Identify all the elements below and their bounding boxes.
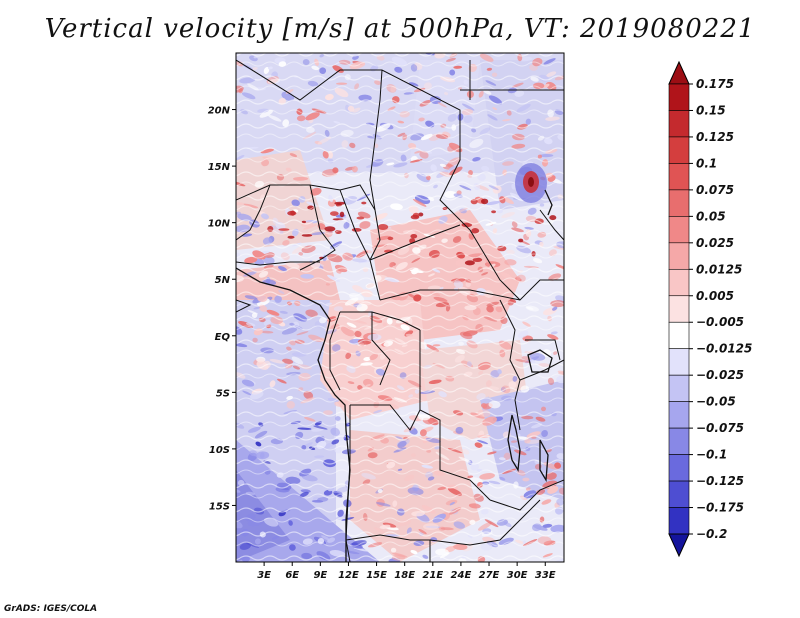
- lon-tick-label: 33E: [535, 570, 556, 581]
- coastlines: [236, 189, 553, 562]
- colorbar-bottom-arrow: [668, 533, 690, 558]
- colorbar-label: 0.075: [696, 183, 734, 197]
- lat-tick-label: 10S: [209, 445, 230, 456]
- colorbar: 0.175 0.15 0.125 0.1 0.075 0.05 0.025 0.0125 0.0…: [668, 60, 752, 558]
- colorbar-label: −0.0125: [696, 342, 752, 356]
- lon-tick-label: 30E: [507, 570, 528, 581]
- lon-tick-label: 9E: [313, 570, 327, 581]
- lat-tick-label: EQ: [215, 332, 231, 343]
- map-title: Vertical velocity [m/s] at 500hPa, VT: 2…: [44, 14, 756, 44]
- lat-tick-label: 15S: [209, 501, 230, 512]
- colorbar-swatch: [668, 242, 690, 270]
- lon-tick-label: 6E: [285, 570, 299, 581]
- colorbar-swatch: [668, 295, 690, 323]
- colorbar-label: −0.075: [696, 421, 744, 435]
- lat-tick-label: 5N: [215, 275, 231, 286]
- colorbar-label: 0.025: [696, 236, 734, 250]
- lon-tick-label: 15E: [366, 570, 387, 581]
- colorbar-swatch: [668, 110, 690, 138]
- colorbar-swatch: [668, 268, 690, 297]
- colorbar-swatch: [668, 427, 690, 455]
- colorbar-swatch: [668, 321, 690, 350]
- texture-overlay: [236, 53, 564, 562]
- colorbar-label: −0.025: [696, 368, 744, 382]
- lon-tick-label: 3E: [257, 570, 271, 581]
- colorbar-swatch: [668, 163, 690, 191]
- colorbar-label: 0.05: [696, 209, 726, 223]
- colorbar-label: −0.1: [696, 448, 727, 462]
- colorbar-label: 0.15: [696, 103, 726, 117]
- lon-tick-label: 24E: [451, 570, 472, 581]
- lon-tick-label: 27E: [479, 570, 500, 581]
- lon-tick-label: 18E: [394, 570, 415, 581]
- colorbar-swatch: [668, 480, 690, 508]
- colorbar-label: −0.2: [696, 527, 727, 541]
- colorbar-swatch: [668, 348, 690, 376]
- colorbar-swatch: [668, 374, 690, 402]
- colorbar-swatch: [668, 189, 690, 217]
- colorbar-swatch: [668, 507, 690, 535]
- colorbar-label: −0.175: [696, 501, 744, 515]
- colorbar-swatch: [668, 136, 690, 164]
- grads-credit: GrADS: IGES/COLA: [4, 604, 98, 614]
- colorbar-label: −0.005: [696, 315, 744, 329]
- colorbar-swatch: [668, 83, 690, 111]
- colorbar-top-arrow: [668, 60, 690, 85]
- colorbar-label: 0.125: [696, 130, 734, 144]
- lon-tick-label: 12E: [338, 570, 359, 581]
- lat-tick-label: 15N: [208, 162, 231, 173]
- lon-tick-label: 21E: [422, 570, 443, 581]
- colorbar-label: 0.0125: [696, 262, 742, 276]
- longitude-axis: 3E 6E 9E 12E 15E 18E 21E 24E 27E 30E 33E: [257, 562, 556, 581]
- cyclonic-feature: [515, 163, 547, 203]
- lat-tick-label: 5S: [216, 388, 230, 399]
- latitude-axis: 20N 15N 10N 5N EQ 5S 10S 15S: [208, 106, 236, 512]
- colorbar-swatch: [668, 454, 690, 482]
- colorbar-label: 0.005: [696, 289, 734, 303]
- country-borders: [236, 59, 564, 562]
- map-frame: [235, 52, 565, 563]
- colorbar-swatch: [668, 216, 690, 244]
- colorbar-label: −0.125: [696, 474, 744, 488]
- colorbar-label: 0.1: [696, 156, 717, 170]
- colorbar-label: −0.05: [696, 395, 736, 409]
- lat-tick-label: 10N: [208, 219, 231, 230]
- lat-tick-label: 20N: [208, 106, 231, 117]
- colorbar-swatch: [668, 401, 690, 429]
- colorbar-label: 0.175: [696, 77, 734, 91]
